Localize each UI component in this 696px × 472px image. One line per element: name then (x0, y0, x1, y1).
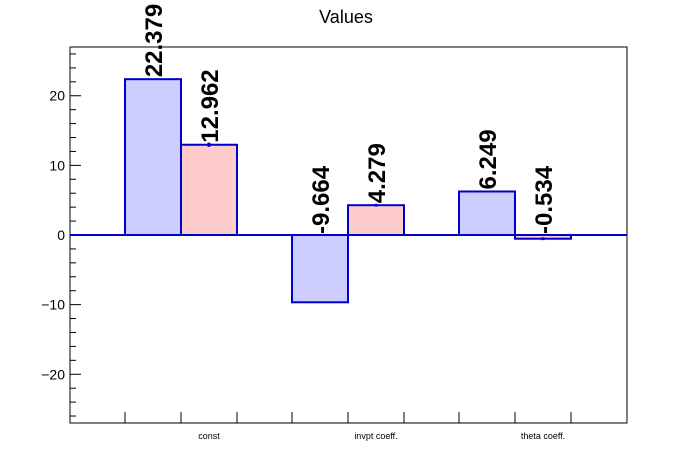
y-tick-label: 0 (57, 227, 65, 243)
y-tick-label: −10 (41, 297, 65, 313)
bar (180, 143, 238, 237)
x-axis: const invpt coeff. theta coeff. (124, 412, 572, 441)
data-label: -9.664 (308, 165, 335, 234)
data-label: 12.962 (197, 69, 224, 142)
y-axis: −20 −10 0 10 20 (41, 53, 81, 417)
x-category-label: invpt coeff. (354, 431, 397, 441)
data-label: 22.379 (141, 4, 168, 77)
y-tick-label: −20 (41, 366, 65, 382)
y-tick-label: 10 (49, 157, 65, 173)
x-category-label: const (198, 431, 220, 441)
x-category-label: theta coeff. (521, 431, 565, 441)
bar (291, 234, 349, 304)
y-tick-label: 20 (49, 88, 65, 104)
data-labels: 22.379 -9.664 6.249 12.962 4.279 -0.534 (141, 4, 558, 234)
bar (458, 190, 516, 237)
data-label: 6.249 (475, 129, 502, 189)
chart-title: Values (319, 7, 373, 27)
data-label: 4.279 (364, 143, 391, 203)
bar (347, 204, 405, 236)
data-label: -0.534 (531, 165, 558, 234)
bar (124, 78, 182, 236)
bars (124, 78, 572, 304)
